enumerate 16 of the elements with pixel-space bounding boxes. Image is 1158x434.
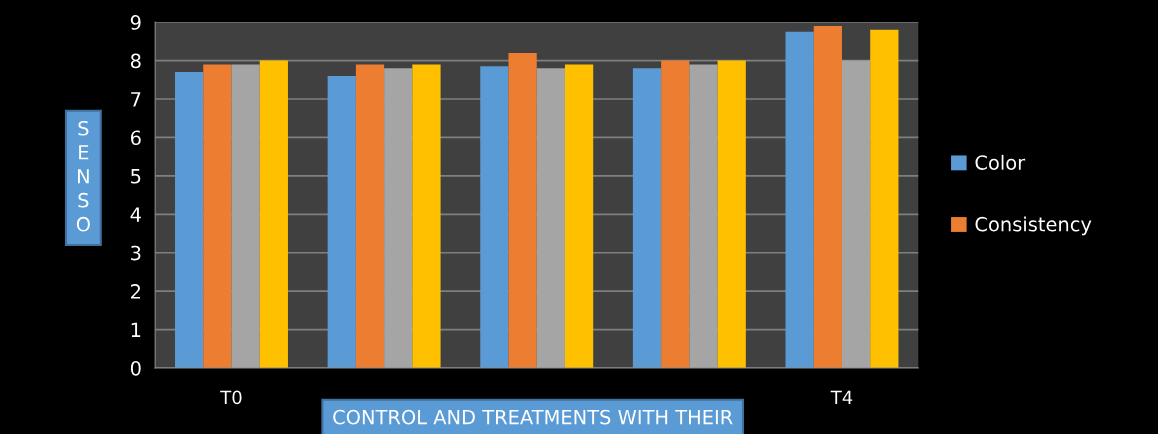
legend-label: Color	[975, 154, 1026, 170]
y-tick-label: 0	[130, 360, 141, 376]
y-tick-label: 5	[131, 169, 141, 184]
x-tick-label: T4	[830, 390, 853, 404]
x-axis-title: CONTROL AND TREATMENTS WITH THEIR	[333, 409, 733, 425]
y-tick-label: 7	[131, 92, 141, 107]
legend-label: Consistency	[975, 216, 1092, 236]
y-tick-label: 2	[131, 284, 141, 299]
y-tick-label: 3	[131, 245, 141, 261]
y-tick-label: 9	[130, 15, 141, 30]
y-axis-title: SENSO	[76, 120, 90, 232]
y-tick-label: 6	[130, 130, 141, 146]
y-tick-label: 4	[130, 207, 141, 222]
y-tick-label: 1	[131, 322, 141, 337]
x-tick-label: T0	[220, 390, 242, 405]
y-tick-label: 8	[130, 53, 141, 69]
